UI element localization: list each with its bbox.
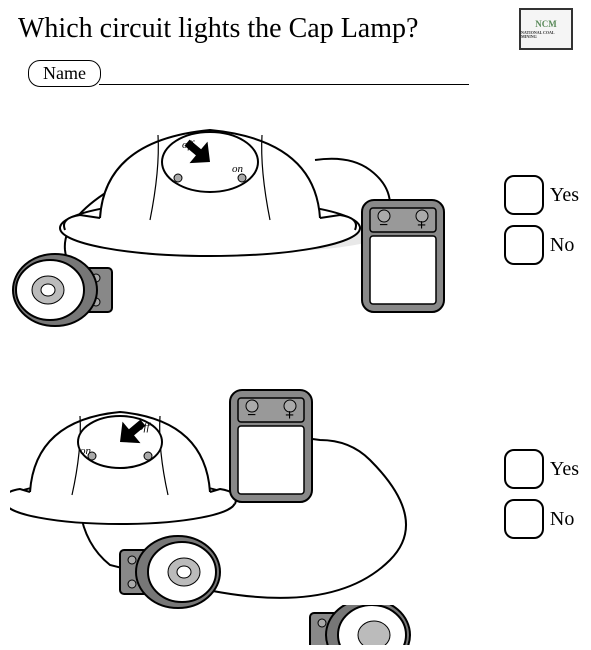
battery-icon: − + [362, 200, 444, 312]
no-label: No [550, 234, 574, 257]
svg-text:+: + [285, 407, 294, 424]
circuit-diagram-1: off on − + [10, 100, 450, 340]
name-label: Name [28, 60, 101, 87]
svg-text:−: − [247, 407, 256, 424]
helmet-icon: on off [10, 412, 236, 524]
helmet-icon: off on [60, 130, 360, 256]
logo: NCM NATIONAL COAL MINING [519, 8, 573, 50]
svg-text:+: + [417, 217, 426, 234]
circuit-diagram-2: on off − + [10, 360, 450, 600]
svg-text:off: off [182, 139, 196, 151]
yes-checkbox-1[interactable] [504, 175, 544, 215]
partial-lamp-icon [280, 605, 420, 645]
battery-icon: − + [230, 390, 312, 502]
lamp-icon [13, 254, 112, 326]
svg-text:off: off [138, 421, 152, 433]
yes-checkbox-2[interactable] [504, 449, 544, 489]
no-label: No [550, 508, 574, 531]
yes-label: Yes [550, 458, 579, 481]
yes-label: Yes [550, 184, 579, 207]
logo-subtext: NATIONAL COAL MINING [521, 31, 571, 39]
lamp-icon [120, 536, 220, 608]
page-title: Which circuit lights the Cap Lamp? [18, 13, 511, 45]
logo-text: NCM [535, 20, 557, 29]
no-checkbox-2[interactable] [504, 499, 544, 539]
name-input-line[interactable] [99, 63, 469, 85]
no-checkbox-1[interactable] [504, 225, 544, 265]
svg-text:−: − [379, 217, 388, 234]
svg-text:on: on [232, 163, 244, 175]
